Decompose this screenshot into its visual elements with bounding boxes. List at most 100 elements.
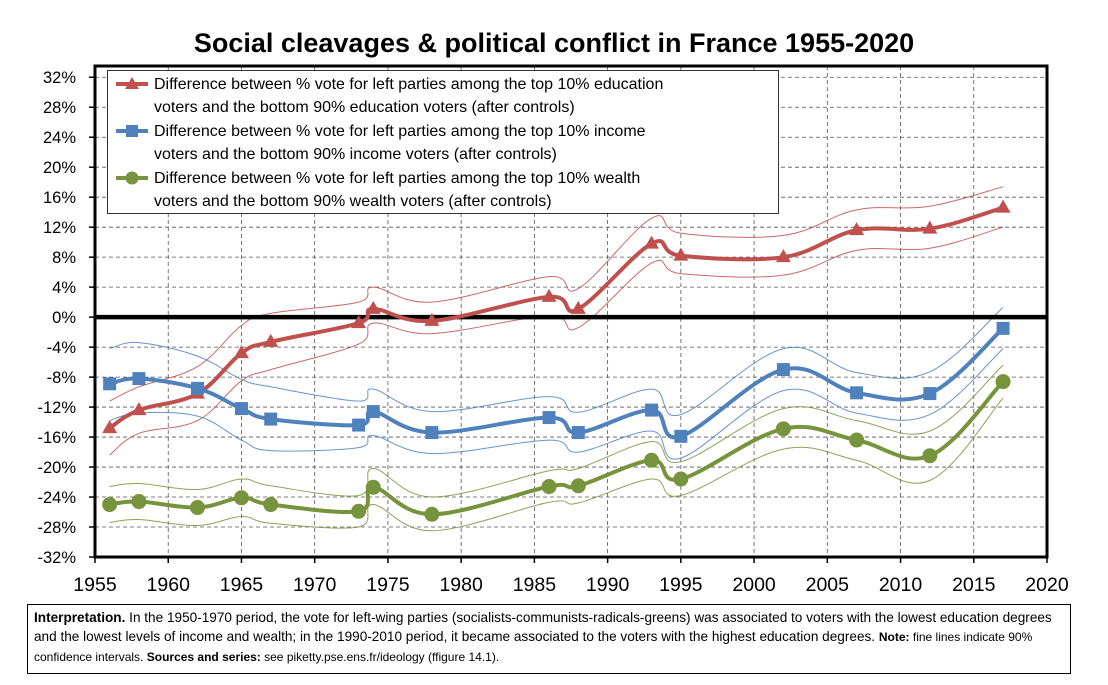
y-tick-label: 12% <box>43 219 76 237</box>
x-tick-label: 1955 <box>73 574 117 596</box>
chart-title: Social cleavages & political conflict in… <box>193 28 915 58</box>
series-markers <box>102 199 1011 522</box>
legend-label-wealth-line2: voters and the bottom 90% wealth voters … <box>154 193 552 210</box>
plot-frame <box>93 64 1049 559</box>
data-point-wealth <box>775 421 791 437</box>
data-point-wealth <box>131 494 147 510</box>
ci-lower-wealth <box>109 397 1004 532</box>
confidence-intervals <box>109 186 1004 532</box>
data-point-income <box>674 429 688 443</box>
data-point-education <box>570 300 586 314</box>
x-tick-label: 1995 <box>659 574 703 596</box>
data-point-wealth <box>263 497 279 513</box>
legend-label-education-line2: voters and the bottom 90% education vote… <box>154 99 575 116</box>
x-tick-label: 2000 <box>732 574 776 596</box>
data-point-income <box>425 426 439 440</box>
data-point-wealth <box>541 479 557 495</box>
note-interpretation-label: Interpretation. <box>34 610 126 625</box>
y-tick-label: -24% <box>37 489 76 507</box>
x-axis-ticks: 1955 1960 1965 1970 1975 1980 1985 1990 1995 2000… <box>73 557 1069 596</box>
data-point-wealth <box>995 374 1011 390</box>
y-tick-label: 16% <box>43 189 76 207</box>
note-interpretation-text: In the 1950-1970 period, the vote for le… <box>34 610 1052 644</box>
data-point-income <box>542 411 556 425</box>
data-point-income <box>996 321 1010 335</box>
data-point-education <box>995 199 1011 213</box>
y-tick-label: 8% <box>52 249 76 267</box>
note-sources-text: see piketty.pse.ens.fr/ideology (ffigure… <box>260 650 500 664</box>
x-tick-label: 2020 <box>1025 574 1069 596</box>
data-point-wealth <box>673 471 689 487</box>
data-point-wealth <box>424 506 440 522</box>
x-tick-label: 1990 <box>586 574 630 596</box>
ci-upper-wealth <box>109 364 1004 498</box>
y-tick-label: 0% <box>52 309 76 327</box>
data-point-wealth <box>922 448 938 464</box>
data-point-wealth <box>365 479 381 495</box>
data-point-income <box>923 387 937 401</box>
data-point-education <box>351 315 367 329</box>
y-tick-label: -16% <box>37 429 76 447</box>
data-point-income <box>132 372 146 386</box>
data-point-education <box>541 288 557 302</box>
data-point-education <box>922 220 938 234</box>
line-chart: -32% -28% -24% -20% -16% -12% -8% -4% 0% 4% 8% 12% 1… <box>37 64 1069 596</box>
x-tick-label: 1975 <box>366 574 410 596</box>
x-tick-label: 1960 <box>147 574 191 596</box>
data-point-education <box>102 420 118 434</box>
y-tick-label: -12% <box>37 399 76 417</box>
x-tick-label: 2005 <box>806 574 850 596</box>
ci-lower-education <box>109 226 1004 456</box>
data-point-education <box>775 249 791 263</box>
legend-label-income-line2: voters and the bottom 90% income voters … <box>154 146 557 163</box>
data-point-wealth <box>351 503 367 519</box>
y-tick-label: 4% <box>52 279 76 297</box>
legend-label-income-line1: Difference between % vote for left parti… <box>154 123 646 140</box>
x-tick-label: 1980 <box>439 574 483 596</box>
data-point-wealth <box>102 497 118 513</box>
y-tick-label: -20% <box>37 459 76 477</box>
legend-label-wealth-line1: Difference between % vote for left parti… <box>154 170 641 187</box>
x-tick-label: 2015 <box>952 574 996 596</box>
data-point-education <box>131 402 147 416</box>
x-tick-label: 1985 <box>513 574 557 596</box>
data-point-income <box>645 403 659 417</box>
ci-lower-income <box>109 348 1004 460</box>
data-point-income <box>234 402 248 416</box>
y-tick-label: -4% <box>47 339 77 357</box>
series-lines <box>108 205 1005 517</box>
y-tick-label: -28% <box>37 519 76 537</box>
data-point-income <box>103 377 117 391</box>
data-point-wealth <box>233 490 249 506</box>
y-tick-label: -32% <box>37 549 76 567</box>
data-point-income <box>352 418 366 432</box>
data-point-wealth <box>190 500 206 516</box>
note-label: Note: <box>878 630 910 644</box>
y-axis-ticks: -32% -28% -24% -20% -16% -12% -8% -4% 0% 4% 8% 12% 1… <box>37 69 95 567</box>
data-point-education <box>424 312 440 326</box>
data-point-wealth <box>849 432 865 448</box>
legend-swatch-income <box>116 125 148 137</box>
data-point-wealth <box>644 452 660 468</box>
data-point-income <box>571 426 585 440</box>
x-tick-label: 1970 <box>293 574 337 596</box>
y-tick-label: -8% <box>47 369 77 387</box>
y-tick-label: 32% <box>43 69 76 87</box>
legend-swatch-education <box>116 77 148 89</box>
plot-border <box>93 64 1049 559</box>
data-point-education <box>644 235 660 249</box>
ci-upper-education <box>109 186 1004 402</box>
legend: Difference between % vote for left parti… <box>107 70 779 214</box>
data-point-education <box>365 300 381 314</box>
data-point-income <box>776 363 790 377</box>
legend-label-education-line1: Difference between % vote for left parti… <box>154 76 664 93</box>
x-tick-label: 2010 <box>879 574 923 596</box>
x-tick-label: 1965 <box>220 574 264 596</box>
data-point-income <box>366 405 380 419</box>
data-point-income <box>264 412 278 426</box>
data-point-education <box>233 345 249 359</box>
data-point-income <box>850 386 864 400</box>
interpretation-note: Interpretation. In the 1950-1970 period,… <box>27 604 1071 674</box>
data-point-wealth <box>570 478 586 494</box>
note-sources-label: Sources and series: <box>146 650 261 664</box>
